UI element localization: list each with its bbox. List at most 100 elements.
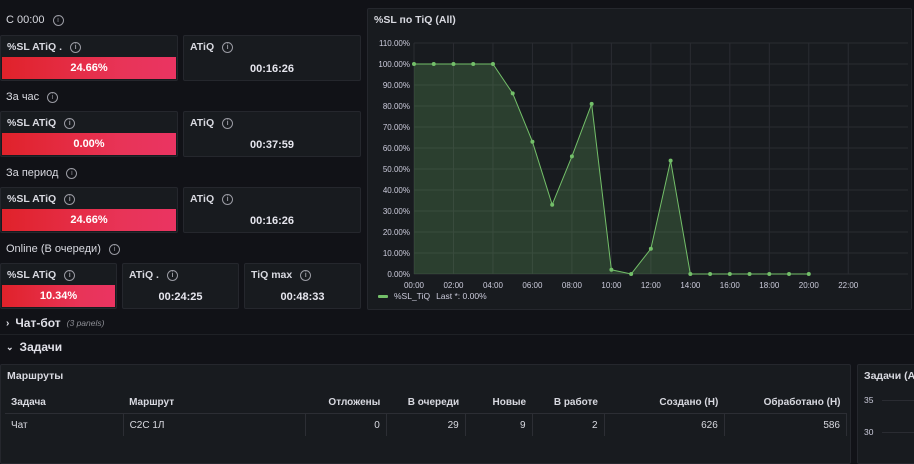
- sl-value-bar: 0.00%: [2, 133, 176, 155]
- divider: [0, 334, 914, 335]
- column-header[interactable]: В работе: [532, 391, 604, 414]
- column-header[interactable]: Новые: [465, 391, 533, 414]
- sl-atiq-panel[interactable]: %SL ATiQ i 0.00%: [0, 111, 178, 157]
- y-tick-label: 90.00%: [383, 81, 410, 90]
- info-icon[interactable]: i: [108, 243, 120, 255]
- data-point: [510, 91, 515, 96]
- x-tick-label: 16:00: [720, 281, 741, 290]
- table-row[interactable]: Чат C2C 1Л 0 29 9 2 626 586: [5, 413, 848, 436]
- sl-value-bar: 10.34%: [2, 285, 115, 307]
- atiq-panel[interactable]: ATiQ .i 00:24:25: [122, 263, 239, 309]
- data-point: [412, 62, 416, 66]
- data-point: [629, 272, 634, 276]
- table-cell: 626: [604, 413, 725, 436]
- column-header[interactable]: В очереди: [386, 391, 466, 414]
- table-cell: 586: [724, 413, 848, 436]
- row-chatbot[interactable]: › Чат-бот (3 panels): [6, 316, 105, 330]
- data-point: [668, 158, 673, 163]
- data-point: [767, 272, 772, 276]
- atiq-value: 00:24:25: [158, 291, 203, 303]
- info-icon[interactable]: i: [64, 117, 76, 129]
- info-icon[interactable]: i: [222, 117, 234, 129]
- table-cell: 9: [465, 413, 533, 436]
- data-point: [589, 101, 594, 106]
- table-cell: 0: [305, 413, 387, 436]
- y-tick-label: 0.00%: [387, 270, 410, 279]
- data-point: [431, 62, 436, 66]
- atiq-value: 00:37:59: [249, 139, 295, 151]
- row-title-online: Online (В очереди) i: [6, 243, 120, 255]
- x-tick-label: 20:00: [799, 281, 820, 290]
- x-tick-label: 14:00: [680, 281, 701, 290]
- column-header[interactable]: Маршрут: [123, 391, 306, 414]
- y-tick-label: 80.00%: [383, 102, 410, 111]
- column-header[interactable]: Задача: [5, 391, 124, 414]
- gridline: [882, 400, 914, 401]
- info-icon[interactable]: i: [52, 14, 64, 26]
- legend-series-name: %SL_TiQ: [394, 291, 431, 301]
- info-icon[interactable]: i: [70, 41, 82, 53]
- x-tick-label: 22:00: [838, 281, 859, 290]
- column-header[interactable]: Отложены: [305, 391, 387, 414]
- data-point: [688, 272, 693, 276]
- y-tick-label: 35: [864, 395, 874, 405]
- atiq-panel[interactable]: ATiQ i 00:37:59: [183, 111, 361, 157]
- y-tick-label: 30.00%: [383, 207, 410, 216]
- info-icon[interactable]: i: [47, 91, 59, 103]
- info-icon[interactable]: i: [64, 269, 76, 281]
- legend-last-value: Last *: 0.00%: [436, 291, 487, 301]
- data-point: [550, 202, 555, 207]
- sl-value-bar: 24.66%: [2, 209, 176, 231]
- sl-atiq-panel[interactable]: %SL ATiQ i 24.66%: [0, 187, 178, 233]
- table-cell: 2: [532, 413, 605, 436]
- data-point: [609, 267, 614, 272]
- routes-panel[interactable]: Маршруты Задача Маршрут Отложены В очереди Н…: [0, 364, 851, 464]
- tasks-all-panel[interactable]: Задачи (All 35 30: [857, 364, 914, 464]
- tiq-max-panel[interactable]: TiQ max i 00:48:33: [244, 263, 361, 309]
- x-tick-label: 06:00: [522, 281, 543, 290]
- data-point: [471, 62, 476, 66]
- x-tick-label: 04:00: [483, 281, 504, 290]
- info-icon[interactable]: i: [300, 269, 312, 281]
- chart-legend[interactable]: %SL_TiQ Last *: 0.00%: [378, 291, 487, 301]
- info-icon[interactable]: i: [222, 193, 234, 205]
- atiq-value: 00:16:26: [249, 215, 295, 227]
- data-point: [530, 139, 535, 144]
- info-icon[interactable]: i: [222, 41, 234, 53]
- x-tick-label: 08:00: [562, 281, 583, 290]
- info-icon[interactable]: i: [66, 167, 78, 179]
- atiq-panel[interactable]: ATiQ i 00:16:26: [183, 187, 361, 233]
- data-point: [708, 272, 713, 276]
- table-cell: 29: [386, 413, 466, 436]
- column-header[interactable]: Создано (Н): [604, 391, 725, 414]
- row-title-per-period: За период i: [6, 167, 78, 179]
- info-icon[interactable]: i: [64, 193, 76, 205]
- info-icon[interactable]: i: [166, 269, 178, 281]
- tasks-all-title: Задачи (All: [864, 370, 914, 382]
- x-tick-label: 02:00: [443, 281, 464, 290]
- chevron-right-icon: ›: [6, 317, 10, 329]
- gridline: [882, 432, 914, 433]
- y-tick-label: 110.00%: [379, 39, 410, 48]
- sl-tiq-chart: 0.00% 10.00% 20.00% 30.00% 40.00% 50.00% 60.00…: [378, 39, 908, 290]
- row-tasks[interactable]: ⌄ Задачи: [6, 340, 63, 354]
- column-header[interactable]: Обработано (Н): [724, 391, 847, 414]
- y-tick-label: 30: [864, 427, 874, 437]
- y-tick-label: 40.00%: [383, 186, 410, 195]
- data-point: [806, 272, 811, 276]
- atiq-value: 00:16:26: [249, 63, 295, 75]
- x-tick-label: 00:00: [404, 281, 425, 290]
- sl-atiq-panel[interactable]: %SL ATiQ .i 24.66%: [0, 35, 178, 81]
- tiq-max-value: 00:48:33: [280, 291, 325, 303]
- legend-swatch: [378, 294, 388, 298]
- data-point: [747, 272, 752, 276]
- sl-tiq-chart-panel[interactable]: %SL по TiQ (All) 0.00% 10.00% 20.00% 30.00%…: [367, 8, 912, 310]
- data-point: [490, 62, 495, 66]
- data-point: [569, 154, 574, 159]
- atiq-panel[interactable]: ATiQ i 00:16:26: [183, 35, 361, 81]
- sl-atiq-panel[interactable]: %SL ATiQ i 10.34%: [0, 263, 117, 309]
- data-point: [451, 62, 456, 66]
- row-title-per-hour: За час i: [6, 91, 59, 103]
- table-cell: Чат: [5, 413, 124, 436]
- x-tick-label: 18:00: [759, 281, 780, 290]
